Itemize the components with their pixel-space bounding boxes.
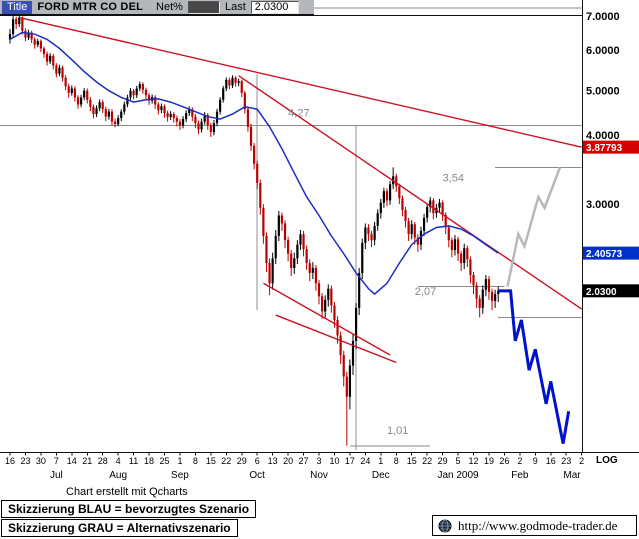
price-label: 6.0000 (586, 45, 620, 57)
x-tick-label: 29 (438, 456, 448, 466)
x-tick-label: 11 (129, 456, 138, 466)
month-label: Mar (563, 470, 581, 481)
x-tick-label: 4 (116, 456, 121, 466)
x-tick-label: 2 (579, 456, 584, 466)
secondary-downtrend (238, 75, 583, 310)
x-tick-label: 23 (561, 456, 571, 466)
x-tick-label: 5 (456, 456, 461, 466)
x-tick-label: 3 (316, 456, 321, 466)
globe-icon (438, 519, 452, 532)
price-badge-text: 2.0300 (586, 287, 617, 298)
level-annotation: 1,01 (387, 425, 408, 437)
candlestick-series (8, 16, 500, 446)
log-scale-label: LOG (596, 455, 618, 466)
x-tick-label: 28 (98, 456, 108, 466)
chart-header-bar: Title FORD MTR CO DEL Net% Last 2.0300 (0, 0, 314, 15)
primary-downtrend (19, 16, 582, 148)
level-annotation: 4,27 (288, 108, 309, 120)
x-tick-label: 30 (36, 456, 46, 466)
x-tick-label: 18 (144, 456, 154, 466)
x-tick-label: 10 (329, 456, 339, 466)
x-tick-label: 22 (221, 456, 231, 466)
vertical-marker-lines (256, 74, 357, 451)
x-tick-label: 22 (422, 456, 432, 466)
x-tick-label: 17 (345, 456, 355, 466)
symbol-label: FORD MTR CO DEL (37, 1, 144, 13)
x-tick-label: 1 (177, 456, 182, 466)
month-label: Oct (249, 470, 265, 481)
net-change-box[interactable] (187, 0, 220, 14)
level-annotation: 3,54 (443, 173, 464, 185)
x-tick-label: 12 (468, 456, 478, 466)
price-badge (583, 140, 639, 154)
x-tick-label: 8 (193, 456, 198, 466)
scenario-legend-gray: Skizzierung GRAU = Alternativszenario (1, 519, 238, 537)
month-label: Sep (171, 470, 189, 481)
price-badge (583, 284, 639, 298)
price-badge (583, 246, 639, 260)
x-tick-label: 9 (533, 456, 538, 466)
scenario-scenario_gray (506, 166, 562, 287)
x-tick-label: 1 (378, 456, 383, 466)
website-box: http://www.godmode-trader.de (432, 515, 637, 536)
scenario-scenario_blue (498, 289, 571, 444)
x-tick-label: 6 (255, 456, 260, 466)
moving-average-line (9, 31, 499, 296)
chart-credit: Chart erstellt mit Qcharts (66, 486, 188, 498)
x-tick-label: 24 (360, 456, 370, 466)
month-label: Jul (50, 470, 63, 481)
price-annotations: 4,27 3,54 2,07 1,01 (288, 108, 464, 437)
price-label: 5.0000 (586, 86, 620, 98)
last-price-box[interactable]: 2.0300 (250, 0, 299, 14)
website-url[interactable]: http://www.godmode-trader.de (458, 517, 618, 533)
x-tick-label: 27 (299, 456, 309, 466)
x-tick-label: 20 (283, 456, 293, 466)
last-label: Last (224, 1, 246, 13)
x-tick-label: 25 (159, 456, 169, 466)
ma-line (9, 31, 499, 296)
net-label: Net% (156, 1, 183, 13)
x-tick-label: 8 (394, 456, 399, 466)
title-field[interactable]: Title (2, 0, 33, 14)
x-tick-label: 13 (268, 456, 278, 466)
price-badge-text: 3.87793 (586, 143, 623, 154)
month-label: Aug (109, 470, 127, 481)
price-label: 7.0000 (586, 11, 620, 23)
x-tick-label: 14 (67, 456, 77, 466)
channel-lower (275, 314, 397, 364)
price-badge-text: 2.40573 (586, 249, 623, 260)
x-tick-label: 26 (499, 456, 509, 466)
month-label: Nov (310, 470, 328, 481)
x-tick-label: 15 (206, 456, 216, 466)
trendlines (19, 16, 583, 364)
x-tick-label: 16 (546, 456, 556, 466)
scenario-legend-blue: Skizzierung BLAU = bevorzugtes Szenario (1, 500, 257, 518)
month-label: Feb (511, 470, 529, 481)
x-axis: 16 23 30 7 14 21 28 4 11 18 25 1 8 15 22 29 6 13 20 27 3 10 17… (5, 452, 584, 481)
level-annotation: 2,07 (415, 286, 436, 298)
y-axis: 7.0000 6.0000 5.0000 4.0000 3.0000 3.87793 2.4… (583, 11, 639, 466)
x-tick-label: 15 (407, 456, 417, 466)
x-tick-label: 21 (82, 456, 92, 466)
x-tick-label: 7 (54, 456, 59, 466)
month-label: Dec (372, 470, 390, 481)
month-label: Jan 2009 (437, 470, 479, 481)
x-tick-label: 16 (5, 456, 15, 466)
price-label: 4.0000 (586, 130, 620, 142)
price-label: 3.0000 (586, 199, 620, 211)
channel-upper (263, 282, 391, 356)
x-tick-label: 2 (517, 456, 522, 466)
x-tick-label: 19 (484, 456, 494, 466)
scenario-sketches (498, 166, 571, 444)
scenario-legend: Skizzierung BLAU = bevorzugtes Szenario … (1, 500, 257, 538)
x-tick-label: 23 (20, 456, 30, 466)
stock-chart: 16 23 30 7 14 21 28 4 11 18 25 1 8 15 22 29 6 13 20 27 3 10 17… (0, 0, 639, 481)
x-tick-label: 29 (237, 456, 247, 466)
